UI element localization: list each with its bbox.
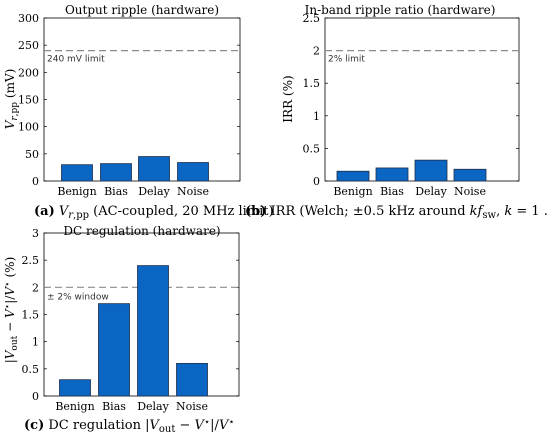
panel-c-dc-regulation-chart: DC regulation (hardware) |Vout − V⋆|/V⋆ … xyxy=(3,224,240,435)
category-label-noise: Noise xyxy=(177,185,209,198)
panel-c-y-ticks: 0 0.5 1 1.5 2 2.5 3 xyxy=(22,227,239,403)
bar-bias xyxy=(98,303,130,397)
y-tick-label: 100 xyxy=(18,121,39,134)
y-tick-label: 3 xyxy=(32,227,39,240)
panel-a-title: Output ripple (hardware) xyxy=(65,3,219,17)
y-tick-label: 1.5 xyxy=(22,309,40,322)
bar-bias xyxy=(100,163,132,182)
y-tick-label: 0 xyxy=(32,390,39,403)
category-label-benign: Benign xyxy=(55,400,94,413)
bar-benign xyxy=(61,164,93,182)
panel-c-bars xyxy=(59,265,208,397)
y-tick-label: 200 xyxy=(18,66,39,79)
y-tick-label: 1 xyxy=(313,110,320,123)
y-tick-label: 0 xyxy=(313,175,320,188)
y-tick-label: 2 xyxy=(313,45,320,58)
panel-b-y-axis-label: IRR (%) xyxy=(281,75,295,122)
panel-c-limit-label: ± 2% window xyxy=(47,292,109,302)
y-tick-label: 300 xyxy=(18,12,39,25)
panel-a-category-labels: Benign Bias Delay Noise xyxy=(57,185,209,198)
y-tick-label: 1 xyxy=(32,336,39,349)
panel-a-caption: (a) Vr,pp (AC-coupled, 20 MHz limit) xyxy=(34,204,274,221)
bar-noise xyxy=(177,162,209,182)
y-tick-label: 250 xyxy=(18,39,39,52)
panel-a-y-ticks: 0 50 100 150 200 250 300 xyxy=(18,12,240,188)
panel-a-ripple-chart: Output ripple (hardware) Vr,pp (mV) 0 50 1… xyxy=(3,3,274,221)
bar-bias xyxy=(375,167,409,182)
category-label-bias: Bias xyxy=(104,185,128,198)
y-tick-label: 1.5 xyxy=(303,77,321,90)
y-tick-label: 2.5 xyxy=(303,12,321,25)
bar-noise xyxy=(176,362,208,397)
panel-a-limit-label: 240 mV limit xyxy=(47,55,105,65)
category-label-noise: Noise xyxy=(176,400,208,413)
panel-c-caption: (c) DC regulation |Vout − V⋆|/V⋆ xyxy=(24,417,235,435)
category-label-bias: Bias xyxy=(102,400,126,413)
bar-benign xyxy=(59,379,91,397)
panel-b-plot-frame xyxy=(324,17,520,182)
bar-delay xyxy=(414,159,448,182)
bar-delay xyxy=(138,156,170,182)
panel-b-title: In-band ripple ratio (hardware) xyxy=(305,3,496,17)
y-tick-label: 150 xyxy=(18,94,39,107)
panel-a-bars xyxy=(61,156,209,182)
y-tick-label: 50 xyxy=(25,148,39,161)
panel-b-y-ticks: 0 0.5 1 1.5 2 2.5 xyxy=(303,12,519,188)
panel-c-y-axis-label: |Vout − V⋆|/V⋆ (%) xyxy=(3,257,20,364)
category-label-benign: Benign xyxy=(333,185,372,198)
panel-c-category-labels: Benign Bias Delay Noise xyxy=(55,400,208,413)
category-label-delay: Delay xyxy=(415,185,447,198)
category-label-delay: Delay xyxy=(138,185,170,198)
category-label-bias: Bias xyxy=(380,185,404,198)
panel-b-caption: (b) IRR (Welch; ±0.5 kHz around kfsw, k … xyxy=(245,204,550,221)
y-tick-label: 0 xyxy=(32,175,39,188)
y-tick-label: 0.5 xyxy=(22,363,40,376)
bar-noise xyxy=(453,168,487,182)
y-tick-label: 0.5 xyxy=(303,142,321,155)
panel-b-irr-chart: In-band ripple ratio (hardware) IRR (%) … xyxy=(245,3,550,221)
panel-c-title: DC regulation (hardware) xyxy=(63,224,220,238)
panel-b-bars xyxy=(336,159,487,182)
bar-delay xyxy=(137,265,169,397)
panel-b-limit-label: 2% limit xyxy=(328,55,365,65)
y-tick-label: 2 xyxy=(32,281,39,294)
panel-b-category-labels: Benign Bias Delay Noise xyxy=(333,185,486,198)
category-label-benign: Benign xyxy=(57,185,96,198)
panel-a-y-axis-label: Vr,pp (mV) xyxy=(3,69,20,130)
category-label-noise: Noise xyxy=(454,185,486,198)
category-label-delay: Delay xyxy=(137,400,169,413)
y-tick-label: 2.5 xyxy=(22,254,40,267)
bar-benign xyxy=(336,170,370,182)
